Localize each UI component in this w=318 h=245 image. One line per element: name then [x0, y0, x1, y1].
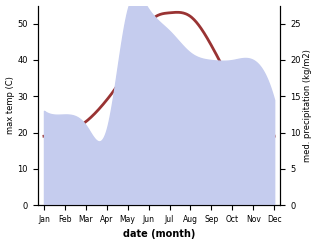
- X-axis label: date (month): date (month): [123, 230, 195, 239]
- Y-axis label: med. precipitation (kg/m2): med. precipitation (kg/m2): [303, 49, 313, 162]
- Y-axis label: max temp (C): max temp (C): [5, 76, 15, 134]
